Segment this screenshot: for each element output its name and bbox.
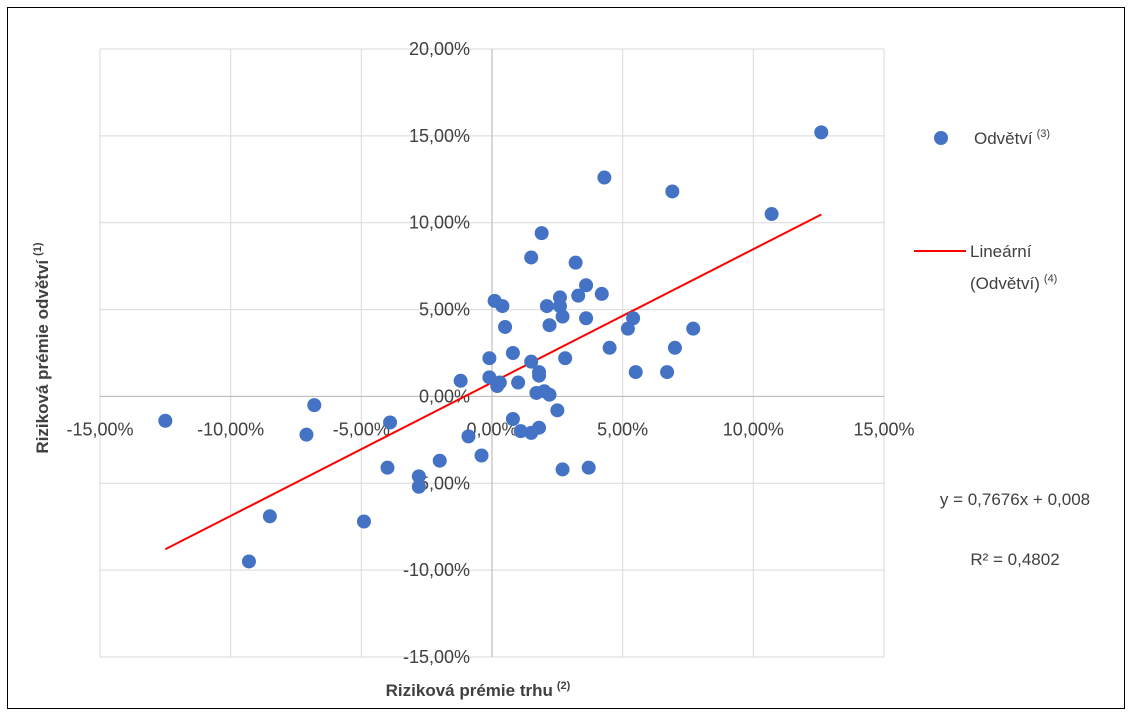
y-tick-label: 10,00%	[409, 213, 470, 233]
x-tick-label: 0,00%	[466, 419, 517, 439]
data-point	[532, 368, 547, 383]
data-point	[552, 290, 567, 305]
trendline-r-squared: R² = 0,4802	[970, 550, 1059, 569]
data-point	[532, 420, 547, 435]
data-point	[539, 299, 554, 314]
chart-frame: -15,00% -10,00% -5,00% 0,00% 5,00% 10,00% 15,0…	[7, 7, 1125, 709]
data-point	[579, 311, 594, 326]
data-point	[814, 125, 829, 140]
x-tick-label: 10,00%	[723, 419, 784, 439]
data-point	[558, 351, 573, 366]
data-point	[620, 321, 635, 336]
data-point	[505, 412, 520, 427]
data-point	[686, 321, 701, 336]
data-point	[594, 286, 609, 301]
data-point	[513, 424, 528, 439]
y-tick-label: 15,00%	[409, 126, 470, 146]
data-point	[579, 278, 594, 293]
data-point	[602, 340, 617, 355]
y-axis-title: Riziková prémie odvětví(1)	[32, 242, 52, 453]
y-tick-label: 5,00%	[419, 300, 470, 320]
scatter-chart: -15,00% -10,00% -5,00% 0,00% 5,00% 10,00% 15,0…	[32, 39, 1090, 700]
data-point	[241, 554, 256, 569]
data-point	[542, 318, 557, 333]
data-point	[667, 340, 682, 355]
data-point	[453, 373, 468, 388]
data-point	[524, 250, 539, 265]
data-point	[550, 403, 565, 418]
legend-label-odvetvi: Odvětví (3)	[974, 128, 1050, 148]
data-point	[158, 413, 173, 428]
x-tick-label: 15,00%	[853, 419, 914, 439]
data-point	[555, 462, 570, 477]
data-point	[411, 479, 426, 494]
data-point	[432, 453, 447, 468]
legend-marker-odvetvi	[934, 131, 948, 145]
data-point	[571, 288, 586, 303]
data-point	[555, 309, 570, 324]
data-point	[474, 448, 489, 463]
x-axis-title: Riziková prémie trhu (2)	[386, 680, 571, 700]
legend-label-trendline: Lineární	[970, 242, 1032, 261]
data-point	[524, 354, 539, 369]
y-tick-label: -15,00%	[403, 647, 470, 667]
data-point	[581, 460, 596, 475]
legend: Odvětví (3) Lineární (Odvětví) (4)	[914, 128, 1057, 293]
data-point	[482, 351, 497, 366]
x-tick-label: -5,00%	[333, 419, 390, 439]
data-point	[542, 387, 557, 402]
y-tick-label: 0,00%	[419, 386, 470, 406]
data-point	[568, 255, 583, 270]
x-tick-label: 5,00%	[597, 419, 648, 439]
y-tick-label: -5,00%	[413, 473, 470, 493]
trendline-equation: y = 0,7676x + 0,008	[940, 490, 1090, 509]
data-point	[505, 346, 520, 360]
data-point	[356, 514, 371, 529]
y-tick-label: -10,00%	[403, 560, 470, 580]
legend-label-trendline-2: (Odvětví) (4)	[970, 273, 1057, 293]
data-point	[299, 427, 314, 442]
data-point	[597, 170, 612, 185]
data-point	[495, 299, 510, 314]
data-point	[626, 311, 641, 326]
data-point	[307, 398, 322, 413]
data-point	[764, 207, 779, 222]
data-point	[511, 375, 526, 390]
data-point	[665, 184, 680, 199]
data-points	[158, 125, 829, 569]
data-point	[492, 375, 507, 390]
tick-labels: -15,00% -10,00% -5,00% 0,00% 5,00% 10,00% 15,0…	[66, 39, 914, 667]
data-point	[262, 509, 277, 524]
data-point	[411, 469, 426, 484]
x-tick-label: -10,00%	[197, 419, 264, 439]
y-tick-label: 20,00%	[409, 39, 470, 59]
x-tick-label: -15,00%	[66, 419, 133, 439]
data-point	[383, 415, 398, 430]
data-point	[380, 460, 395, 475]
data-point	[498, 319, 513, 334]
data-point	[461, 429, 476, 444]
data-point	[534, 226, 549, 241]
data-point	[660, 365, 675, 380]
data-point	[628, 365, 643, 380]
